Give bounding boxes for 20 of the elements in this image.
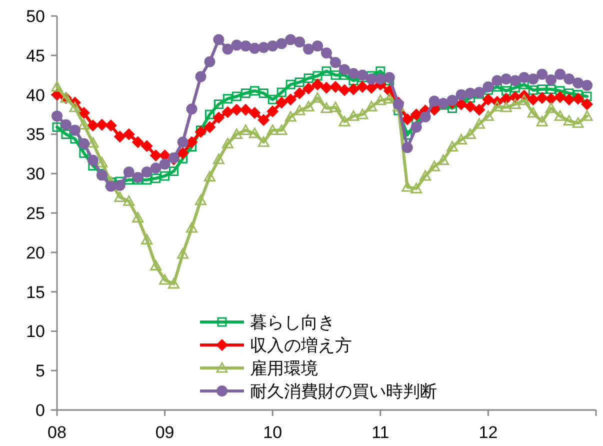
y-tick-label: 5	[36, 362, 45, 381]
y-tick-label: 35	[26, 125, 45, 144]
legend-label: 雇用環境	[250, 358, 318, 378]
y-tick-label: 25	[26, 204, 45, 223]
y-tick-label: 40	[26, 86, 45, 105]
x-tick-label: 12	[478, 423, 498, 442]
y-tick-label: 20	[26, 243, 45, 262]
legend-label: 暮らし向き	[250, 312, 335, 332]
legend-label: 耐久消費財の買い時判断	[250, 382, 437, 401]
legend-label: 収入の増え方	[250, 336, 352, 355]
x-tick-label: 08	[48, 423, 66, 442]
x-tick-label: 09	[155, 423, 174, 442]
y-tick-label: 15	[26, 282, 45, 302]
y-tick-label: 45	[26, 46, 45, 66]
x-tick-label: 11	[372, 423, 390, 442]
y-tick-label: 10	[26, 322, 45, 342]
y-tick-label: 50	[26, 6, 45, 26]
x-tick-label: 10	[263, 423, 282, 442]
y-tick-label: 0	[36, 400, 45, 420]
y-tick-label: 30	[26, 164, 45, 184]
